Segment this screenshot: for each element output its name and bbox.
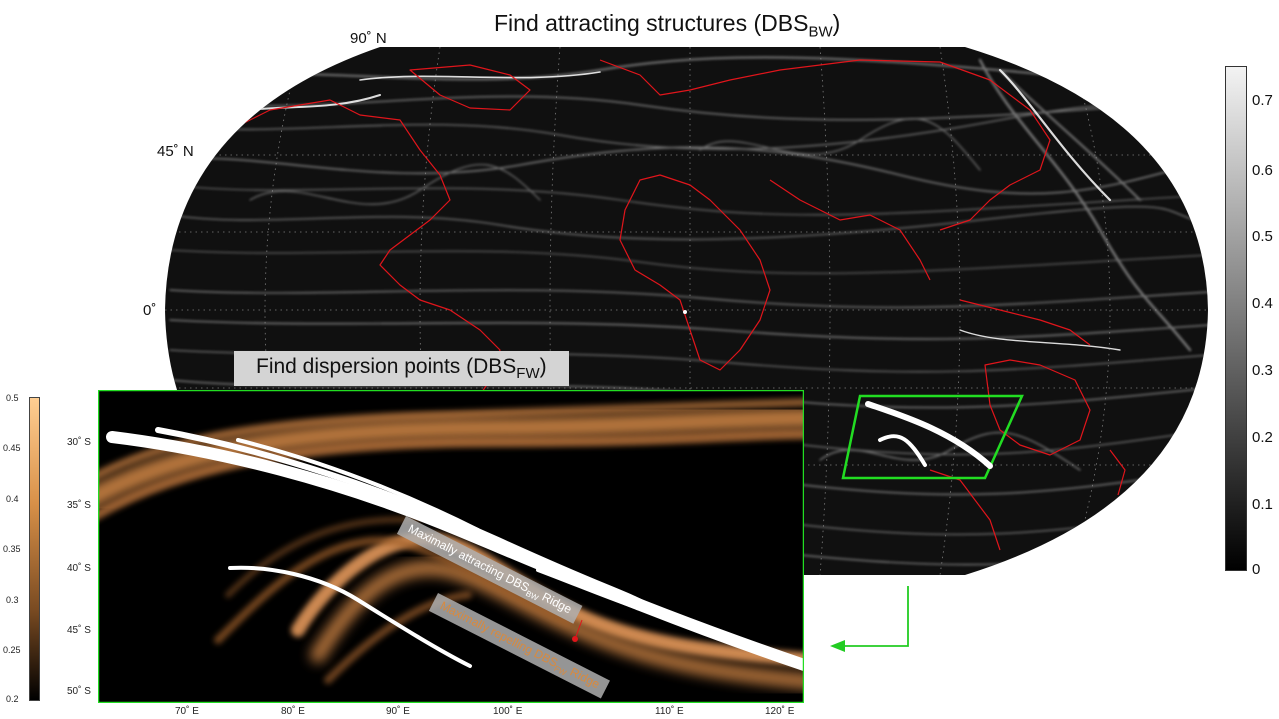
inset-colorbar-tick-0.2: 0.2 (6, 694, 19, 704)
main-title-text: Find attracting structures (DBS (494, 10, 809, 36)
inset-xtick-80e: 80˚ E (281, 706, 305, 717)
lat-label-equator: 0˚ (143, 302, 157, 319)
inset-xtick-70e: 70˚ E (175, 706, 199, 717)
inset-colorbar-tick-0.4: 0.4 (6, 494, 19, 504)
region-highlight-box (841, 394, 1024, 480)
inset-colorbar-tick-0.5: 0.5 (6, 393, 19, 403)
main-title-suffix: ) (832, 10, 841, 36)
lat-label-45n: 45˚ N (157, 143, 194, 160)
inset-border (98, 390, 804, 703)
inset-colorbar (29, 397, 40, 701)
connector-arrow (830, 586, 909, 652)
main-colorbar-tick-0.3: 0.3 (1252, 362, 1273, 379)
highlight-ridges (865, 401, 993, 469)
inset-xtick-90e: 90˚ E (386, 706, 410, 717)
main-colorbar-tick-0: 0 (1252, 561, 1261, 578)
main-colorbar-tick-0.7: 0.7 (1252, 92, 1273, 109)
inset-xtick-100e: 100˚ E (493, 706, 523, 717)
main-colorbar (1225, 66, 1247, 571)
inset-ytick-40s: 40˚ S (67, 563, 91, 574)
inset-ytick-35s: 35˚ S (67, 500, 91, 511)
inset-colorbar-tick-0.3: 0.3 (6, 595, 19, 605)
main-colorbar-tick-0.5: 0.5 (1252, 228, 1273, 245)
inset-xtick-120e: 120˚ E (765, 706, 795, 717)
attracting-ridges (106, 427, 804, 671)
inset-title: Find dispersion points (DBSFW) (234, 351, 569, 387)
inset-colorbar-tick-0.25: 0.25 (3, 645, 21, 655)
inset-ytick-30s: 30˚ S (67, 437, 91, 448)
inset-ytick-45s: 45˚ S (67, 625, 91, 636)
inset-title-text: Find dispersion points (DBS (256, 355, 517, 378)
main-title-subscript: BW (808, 23, 833, 41)
inset-title-subscript: FW (516, 365, 540, 383)
main-colorbar-tick-0.4: 0.4 (1252, 295, 1273, 312)
repelling-ridge-pointer (574, 619, 583, 640)
main-colorbar-tick-0.6: 0.6 (1252, 162, 1273, 179)
inset-colorbar-tick-0.35: 0.35 (3, 544, 21, 554)
inset-ytick-50s: 50˚ S (67, 686, 91, 697)
inset-colorbar-tick-0.45: 0.45 (3, 443, 21, 453)
main-title: Find attracting structures (DBSBW) (494, 10, 840, 41)
coastlines (229, 59, 1126, 551)
inset-xtick-110e: 110˚ E (655, 706, 684, 717)
main-colorbar-tick-0.2: 0.2 (1252, 429, 1273, 446)
main-colorbar-tick-0.1: 0.1 (1252, 496, 1273, 513)
lat-label-90n: 90˚ N (350, 30, 387, 47)
inset-title-suffix: ) (539, 355, 547, 378)
